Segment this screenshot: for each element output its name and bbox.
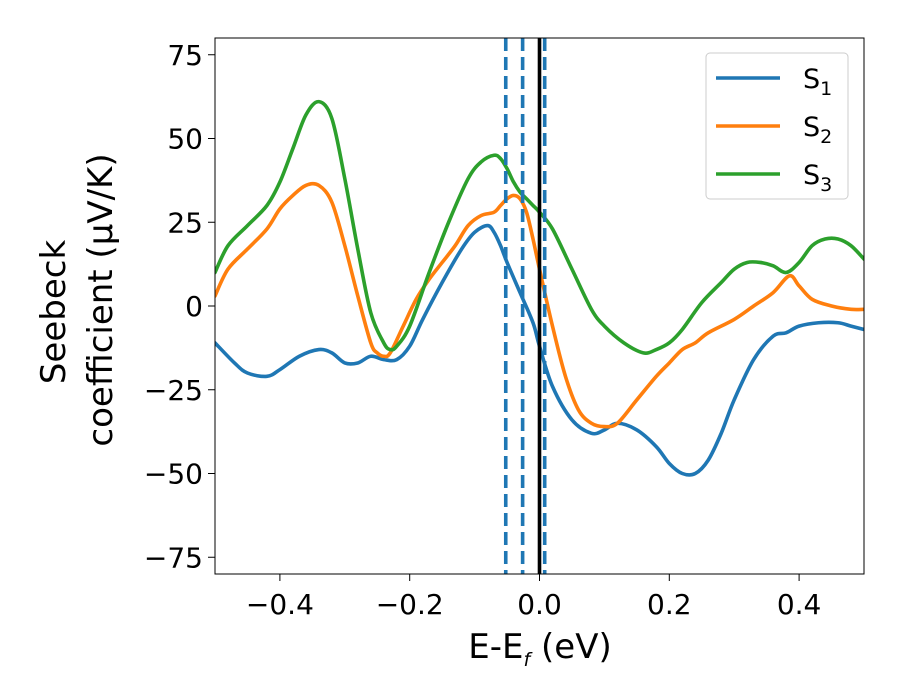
y-tick-label: 25 bbox=[167, 206, 203, 239]
x-axis-label-suffix: (eV) bbox=[530, 627, 612, 667]
y-tick-label: 50 bbox=[167, 123, 203, 156]
y-tick-label: 0 bbox=[185, 290, 203, 323]
y-tick-label: −75 bbox=[144, 541, 203, 574]
x-axis-label: E-Ef (eV) bbox=[468, 627, 611, 671]
y-tick-label: −50 bbox=[144, 458, 203, 491]
x-tick-label: −0.2 bbox=[376, 588, 444, 621]
legend-label-s1: S1 bbox=[803, 64, 832, 100]
x-tick-label: −0.4 bbox=[246, 588, 314, 621]
legend-label-s2: S2 bbox=[803, 112, 832, 148]
y-axis-label-line1: Seebeck bbox=[34, 240, 74, 385]
x-tick-label: 0.4 bbox=[777, 588, 822, 621]
y-axis-label-line2: coefficient (μV/K) bbox=[81, 153, 121, 446]
y-axis-ticks: −75 −50 −25 0 25 50 75 bbox=[144, 39, 215, 574]
x-axis-ticks: −0.4 −0.2 0.0 0.2 0.4 bbox=[246, 574, 821, 621]
x-axis-label-sub: f bbox=[524, 649, 534, 671]
y-tick-label: −25 bbox=[144, 374, 203, 407]
x-axis-label-main: E-E bbox=[468, 627, 523, 667]
x-tick-label: 0.0 bbox=[517, 588, 562, 621]
legend-label-s3: S3 bbox=[803, 160, 832, 196]
x-tick-label: 0.2 bbox=[647, 588, 692, 621]
series-line-s2 bbox=[215, 181, 864, 429]
legend: S1 S2 S3 bbox=[705, 52, 849, 200]
vertical-lines bbox=[503, 38, 547, 574]
y-tick-label: 75 bbox=[167, 39, 203, 72]
y-axis-label: Seebeck coefficient (μV/K) bbox=[34, 153, 121, 446]
series-line-s1 bbox=[215, 223, 864, 477]
